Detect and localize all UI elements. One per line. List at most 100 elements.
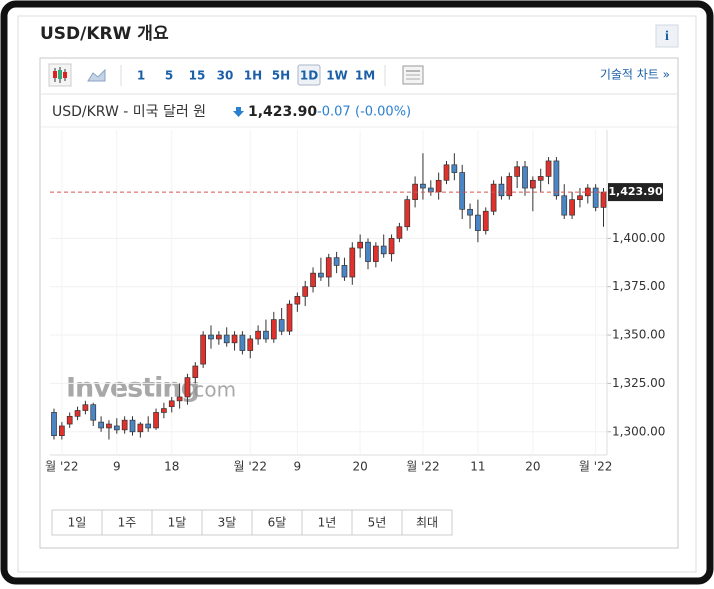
technical-chart-link[interactable]: 기술적 차트 » [600,68,670,82]
candle-body [302,286,309,297]
range-label[interactable]: 5년 [368,516,387,530]
candle-body [113,425,120,431]
candle-body [380,245,387,255]
range-button[interactable] [351,509,403,536]
x-tick-label: 월 '22 [406,460,439,474]
candle-body [310,272,316,288]
candle-body [278,319,285,332]
interval-button[interactable]: 1 [137,69,145,83]
interval-button[interactable]: 5 [165,69,173,83]
candle-body [153,412,159,429]
range-label[interactable]: 최대 [416,516,438,530]
candle-body [286,303,293,332]
candle-body [66,415,73,425]
info-button[interactable] [655,24,679,48]
interval-button[interactable]: 5H [272,69,290,83]
candle-body [341,265,348,278]
range-button[interactable] [51,509,103,536]
interval-button[interactable]: 1W [326,69,348,83]
candle-body [592,187,599,208]
candle-body [459,172,466,210]
range-label[interactable]: 1년 [318,516,337,530]
interval-button[interactable]: 1H [244,69,262,83]
candle-body [577,195,583,200]
candle-body [600,191,607,208]
candle-body [365,241,371,262]
candle-body [373,245,379,262]
interval-button[interactable]: 1M [355,69,375,83]
candle-body [239,334,246,351]
candle-body [90,404,97,421]
y-tick-label: 1,375.00 [612,279,665,293]
range-buttons: 1일 1주 1달 3달 6달 1년 5년 최대 [51,509,453,536]
interval-selected[interactable] [297,64,321,86]
range-label[interactable]: 1달 [168,516,187,530]
candle-body [349,247,356,278]
current-price-box [608,183,663,202]
candle-body [223,334,230,344]
candle-body [475,214,481,231]
candle-body [427,187,434,193]
candle-body [263,330,269,340]
candle-body [168,400,175,407]
interval-button[interactable]: 1D [300,69,318,83]
candle-body [270,319,277,340]
candle-body [529,179,536,189]
range-label[interactable]: 3달 [218,516,237,530]
candle-body [58,425,65,437]
candle-body [74,410,81,417]
candle-body [121,419,128,431]
area-icon[interactable] [87,68,106,82]
candle-body [247,338,254,351]
candle-body [396,226,403,239]
price: 1,423.90 [248,104,317,120]
widget-title: USD/KRW 개요 [40,24,169,44]
x-tick-label: 9 [294,460,302,474]
candle-body [231,334,238,344]
x-tick-label: 20 [353,460,368,474]
x-tick-label: 9 [113,460,121,474]
candle-body [451,164,458,173]
chart-box [39,57,679,549]
candle-body [482,210,489,231]
candle-body [420,183,426,189]
candle-body [98,421,104,429]
x-tick-label: 11 [470,460,485,474]
candle-body [208,334,214,340]
candle-body [443,164,450,181]
change: -0.07 [317,105,351,120]
candle-body [467,208,473,216]
candle-body [522,166,528,189]
range-button[interactable] [251,509,303,536]
candle-body [569,199,575,216]
range-button[interactable] [201,509,253,536]
candle-body [216,334,222,340]
interval-button[interactable]: 30 [217,69,234,83]
range-label[interactable]: 1주 [118,516,137,530]
interval-button[interactable]: 15 [189,69,206,83]
range-button[interactable] [301,509,353,536]
y-tick-label: 1,325.00 [612,376,665,390]
info-icon[interactable]: i [665,29,669,44]
plot: 1,300.00 1,325.00 1,350.00 1,375.00 1,400.00… [41,126,677,474]
candle-body [388,237,395,255]
candle-body [255,330,261,340]
candle-body [137,423,144,433]
candle-body [545,160,552,177]
candle-body [325,257,332,278]
candle-body [51,412,57,437]
x-tick-label: 월 '22 [579,460,612,474]
range-button[interactable] [401,509,453,536]
x-tick-label: 월 '22 [234,460,267,474]
range-label[interactable]: 1일 [68,516,87,530]
candle-body [490,183,497,212]
candle-body [82,404,89,411]
x-tick-label: 20 [525,460,540,474]
range-label[interactable]: 6달 [268,516,287,530]
watermark-suffix: .com [187,378,236,402]
current-price-label: 1,423.90 [608,185,663,198]
change-percent: (-0.00%) [355,105,411,120]
x-tick-label: 18 [164,460,179,474]
candle-body [129,419,136,433]
